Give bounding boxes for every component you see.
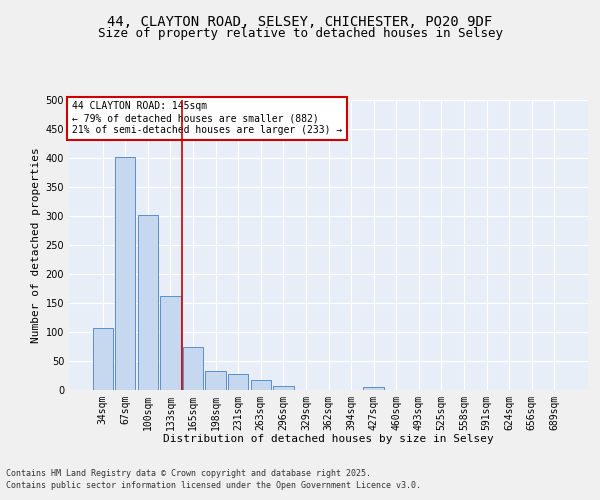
Bar [183,346,203,390]
Bar [205,371,226,390]
Bar [273,386,293,390]
Bar [228,374,248,390]
Text: 44 CLAYTON ROAD: 145sqm
← 79% of detached houses are smaller (882)
21% of semi-d: 44 CLAYTON ROAD: 145sqm ← 79% of detache… [71,102,342,134]
Bar [251,380,271,390]
Text: Contains public sector information licensed under the Open Government Licence v3: Contains public sector information licen… [6,481,421,490]
Bar [138,215,158,390]
Y-axis label: Number of detached properties: Number of detached properties [31,147,41,343]
Text: Size of property relative to detached houses in Selsey: Size of property relative to detached ho… [97,28,503,40]
Bar [364,387,384,390]
X-axis label: Distribution of detached houses by size in Selsey: Distribution of detached houses by size … [163,434,494,444]
Text: Contains HM Land Registry data © Crown copyright and database right 2025.: Contains HM Land Registry data © Crown c… [6,468,371,477]
Text: 44, CLAYTON ROAD, SELSEY, CHICHESTER, PO20 9DF: 44, CLAYTON ROAD, SELSEY, CHICHESTER, PO… [107,15,493,29]
Bar [92,328,113,390]
Bar [115,158,136,390]
Bar [160,296,181,390]
